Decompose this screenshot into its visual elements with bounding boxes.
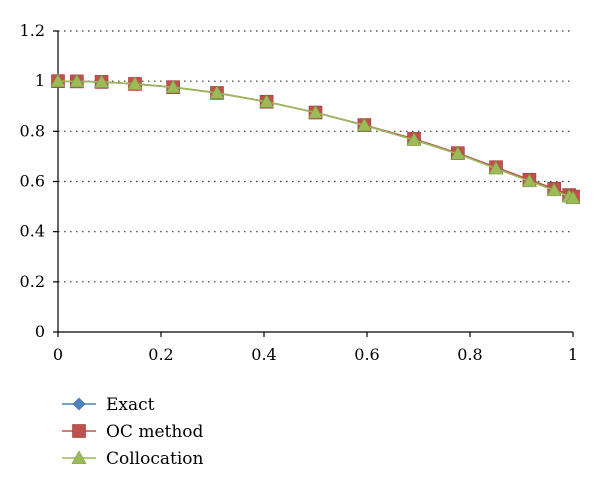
y-tick-label: 0 <box>35 322 45 341</box>
y-tick-label: 0.6 <box>20 172 45 191</box>
data-point <box>546 182 562 197</box>
series-oc-method <box>51 74 580 204</box>
x-tick-label: 1 <box>568 345 578 364</box>
series-line <box>57 80 574 199</box>
data-point <box>50 73 66 88</box>
data-point <box>259 94 275 108</box>
legend-label: Collocation <box>106 449 204 469</box>
x-tick-label: 0 <box>53 345 63 364</box>
data-point <box>127 76 143 90</box>
series-layer <box>50 73 581 204</box>
data-point <box>406 132 422 146</box>
data-point <box>565 190 581 204</box>
legend-entry: Exact <box>62 395 155 415</box>
x-tick-label: 0.8 <box>457 345 482 364</box>
series-line <box>57 80 574 199</box>
grid <box>58 30 573 283</box>
legend: Exact OC method Collocation <box>62 395 204 469</box>
data-point <box>450 146 466 160</box>
y-tick-label: 0.8 <box>20 121 45 140</box>
data-point <box>488 160 504 175</box>
legend-label: Exact <box>106 395 155 415</box>
legend-marker <box>71 450 87 464</box>
data-point <box>94 74 110 88</box>
x-tick-label: 0.2 <box>148 345 173 364</box>
data-point <box>209 85 225 99</box>
x-tick-label: 0.4 <box>251 345 276 364</box>
data-point <box>521 173 537 188</box>
x-tick-label: 0.6 <box>354 345 379 364</box>
legend-marker <box>72 397 86 411</box>
series-line <box>57 80 574 198</box>
y-tick-label: 1.2 <box>20 21 45 40</box>
legend-entry: OC method <box>62 422 204 442</box>
y-tick-label: 0.4 <box>20 222 45 241</box>
data-point <box>356 117 372 132</box>
tick-labels: 0 0.2 0.4 0.6 0.8 1 1.2 0 0.2 0.4 0.6 0.8 1 <box>20 21 579 364</box>
legend-label: OC method <box>106 422 204 442</box>
data-point <box>307 104 324 119</box>
legend-entry: Collocation <box>62 449 204 469</box>
y-tick-label: 1 <box>35 71 45 90</box>
series-exact <box>51 74 580 204</box>
data-point <box>69 73 85 88</box>
series-collocation <box>50 73 581 204</box>
data-point <box>165 79 181 94</box>
legend-marker <box>72 424 86 438</box>
axes <box>53 30 574 337</box>
y-tick-label: 0.2 <box>20 272 45 291</box>
